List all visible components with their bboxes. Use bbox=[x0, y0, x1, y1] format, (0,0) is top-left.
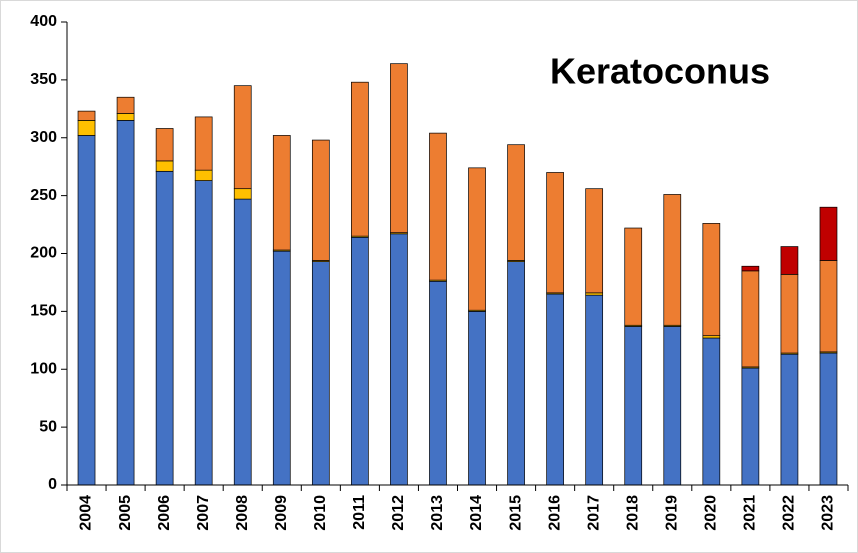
x-tick-label: 2019 bbox=[663, 495, 680, 531]
bar-segment bbox=[507, 261, 525, 486]
bar-segment bbox=[585, 188, 604, 294]
bar-segment bbox=[77, 120, 96, 136]
x-tick-label: 2015 bbox=[507, 495, 524, 531]
bar-segment bbox=[233, 198, 252, 486]
bar-segment bbox=[780, 246, 799, 275]
bar-segment bbox=[468, 311, 486, 486]
bar-segment bbox=[819, 352, 838, 486]
bar-segment bbox=[351, 236, 369, 486]
bar-segment bbox=[546, 172, 564, 294]
bar-segment bbox=[194, 116, 213, 171]
bar-segment bbox=[741, 367, 760, 486]
bar-segment bbox=[155, 160, 174, 172]
x-tick-label: 2009 bbox=[273, 495, 290, 531]
x-tick-label: 2013 bbox=[429, 495, 446, 531]
x-tick-label: 2021 bbox=[742, 495, 759, 531]
bar-segment bbox=[155, 170, 174, 486]
x-tick-label: 2017 bbox=[585, 495, 602, 531]
x-tick-label: 2005 bbox=[117, 495, 134, 531]
bar-segment bbox=[390, 63, 408, 234]
bar-segment bbox=[194, 180, 213, 486]
bar-segment bbox=[546, 293, 564, 486]
bar-segment bbox=[663, 194, 682, 326]
y-tick-label: 300 bbox=[30, 129, 57, 146]
bar-segment bbox=[819, 206, 838, 261]
y-tick-label: 350 bbox=[30, 71, 57, 88]
bar-segment bbox=[429, 132, 447, 281]
bar-segment bbox=[780, 273, 799, 354]
y-tick-label: 50 bbox=[39, 418, 57, 435]
x-tick-label: 2023 bbox=[820, 495, 837, 531]
bar-segment bbox=[780, 353, 799, 486]
bar-segment bbox=[233, 85, 252, 190]
y-tick-label: 250 bbox=[30, 187, 57, 204]
y-tick-label: 200 bbox=[30, 245, 57, 262]
bar-segment bbox=[272, 250, 291, 486]
x-tick-label: 2004 bbox=[78, 495, 95, 531]
x-tick-label: 2016 bbox=[546, 495, 563, 531]
bar-segment bbox=[77, 135, 96, 486]
bar-segment bbox=[702, 223, 721, 337]
bar-segment bbox=[741, 265, 760, 272]
x-tick-label: 2006 bbox=[156, 495, 173, 531]
bar-segment bbox=[585, 294, 604, 486]
bar-segment bbox=[116, 120, 135, 486]
bar-segment bbox=[116, 96, 135, 114]
bar-segment bbox=[429, 280, 447, 486]
bar-segment bbox=[507, 144, 525, 261]
bar-segment bbox=[624, 227, 643, 326]
bar-segment bbox=[155, 128, 174, 162]
bar-segment bbox=[77, 110, 96, 121]
bar-segment bbox=[819, 260, 838, 353]
bar-segment bbox=[116, 113, 135, 121]
bar-segment bbox=[233, 188, 252, 200]
bar-segment bbox=[272, 135, 291, 251]
x-tick-label: 2020 bbox=[703, 495, 720, 531]
bar-segment bbox=[468, 167, 486, 311]
x-tick-label: 2008 bbox=[234, 495, 251, 531]
x-tick-label: 2010 bbox=[312, 495, 329, 531]
x-tick-label: 2022 bbox=[781, 495, 798, 531]
bar-segment bbox=[624, 326, 643, 486]
bar-segment bbox=[702, 337, 721, 486]
y-tick-label: 150 bbox=[30, 303, 57, 320]
y-tick-label: 400 bbox=[30, 13, 57, 30]
x-tick-label: 2014 bbox=[468, 495, 485, 531]
bar-segment bbox=[390, 233, 408, 486]
bar-segment bbox=[351, 81, 369, 237]
bar-segment bbox=[311, 139, 330, 261]
x-tick-label: 2007 bbox=[195, 495, 212, 531]
bar-segment bbox=[194, 169, 213, 181]
bar-segment bbox=[311, 261, 330, 486]
bar-segment bbox=[741, 270, 760, 368]
x-tick-label: 2018 bbox=[624, 495, 641, 531]
y-tick-label: 100 bbox=[30, 360, 57, 377]
bar-segment bbox=[663, 326, 682, 486]
chart-title: Keratoconus bbox=[550, 51, 770, 92]
x-tick-label: 2012 bbox=[390, 495, 407, 531]
y-tick-label: 0 bbox=[48, 476, 57, 493]
x-tick-label: 2011 bbox=[351, 495, 368, 530]
